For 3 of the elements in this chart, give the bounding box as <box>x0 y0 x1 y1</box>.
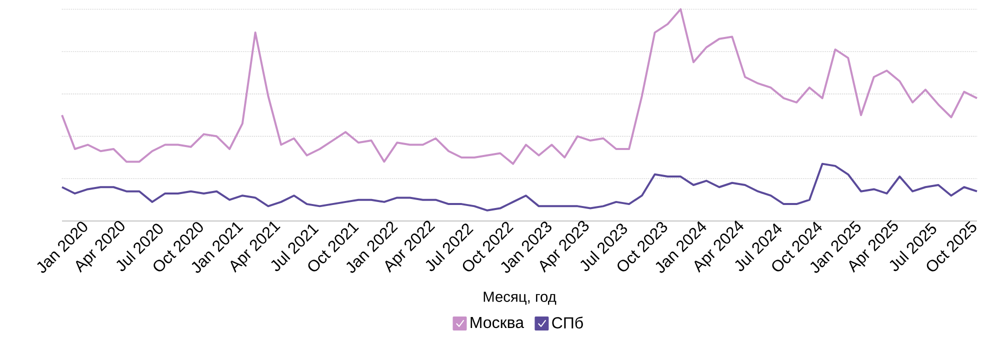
x-axis-title: Месяц, год <box>484 292 556 305</box>
legend-label: СПб <box>552 316 583 328</box>
legend-label: Москва <box>470 316 524 328</box>
